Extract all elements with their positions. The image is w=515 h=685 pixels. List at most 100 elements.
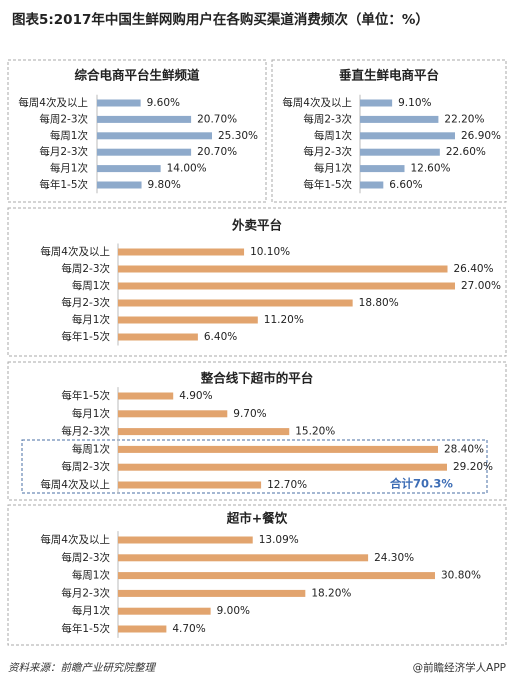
bar xyxy=(97,132,212,140)
category-label: 每月1次 xyxy=(72,604,111,617)
category-label: 每月1次 xyxy=(72,407,111,420)
value-label: 12.60% xyxy=(410,163,450,175)
value-label: 6.60% xyxy=(389,179,422,191)
bar xyxy=(118,410,228,418)
bar xyxy=(118,554,369,562)
bar xyxy=(118,481,262,489)
category-label: 每周1次 xyxy=(72,279,111,292)
value-label: 20.70% xyxy=(197,146,237,158)
value-label: 18.20% xyxy=(311,587,351,599)
bar xyxy=(118,316,258,324)
bar xyxy=(118,607,211,615)
value-label: 20.70% xyxy=(197,113,237,125)
bar xyxy=(360,148,440,156)
bar xyxy=(118,463,447,471)
bar xyxy=(360,115,439,123)
category-label: 每周2-3次 xyxy=(303,112,352,125)
panel-frame xyxy=(7,504,507,646)
category-label: 每周1次 xyxy=(50,129,89,142)
value-label: 9.60% xyxy=(147,97,180,109)
value-label: 14.00% xyxy=(167,163,207,175)
bar xyxy=(118,625,167,633)
category-label: 每年1-5次 xyxy=(303,178,352,191)
panel-frame xyxy=(7,207,507,357)
bar xyxy=(97,148,192,156)
bar xyxy=(118,299,353,307)
category-label: 每月2-3次 xyxy=(61,586,110,599)
bar xyxy=(97,99,141,107)
category-label: 每周2-3次 xyxy=(39,112,88,125)
bar xyxy=(118,445,438,453)
category-label: 每周1次 xyxy=(314,129,353,142)
value-label: 27.00% xyxy=(461,280,501,292)
bar xyxy=(118,428,290,436)
category-label: 每周4次及以上 xyxy=(282,96,352,109)
value-label: 13.09% xyxy=(259,534,299,546)
panel-frame xyxy=(271,59,507,203)
category-label: 每月2-3次 xyxy=(61,425,110,438)
value-label: 6.40% xyxy=(204,331,237,343)
category-label: 每周4次及以上 xyxy=(40,478,110,491)
category-label: 每年1-5次 xyxy=(61,330,110,343)
bar xyxy=(360,99,393,107)
value-label: 10.10% xyxy=(250,246,290,258)
category-label: 每月2-3次 xyxy=(303,145,352,158)
category-label: 每年1-5次 xyxy=(39,178,88,191)
bar xyxy=(118,392,174,400)
category-label: 每年1-5次 xyxy=(61,389,110,402)
bar xyxy=(118,572,435,580)
bar xyxy=(118,248,245,256)
value-label: 9.10% xyxy=(398,97,431,109)
category-label: 每周1次 xyxy=(72,569,111,582)
source: 资料来源：前瞻产业研究院整理 xyxy=(8,662,156,674)
value-label: 9.70% xyxy=(233,408,266,420)
value-label: 29.20% xyxy=(453,461,493,473)
bar xyxy=(360,165,405,173)
category-label: 每周2-3次 xyxy=(61,262,110,275)
category-label: 每周4次及以上 xyxy=(18,96,88,109)
bar xyxy=(118,333,198,341)
bar xyxy=(118,589,306,597)
category-label: 每月1次 xyxy=(72,313,111,326)
value-label: 26.40% xyxy=(454,263,494,275)
value-label: 18.80% xyxy=(359,297,399,309)
value-label: 28.40% xyxy=(444,443,484,455)
bar xyxy=(360,132,455,140)
bar xyxy=(118,282,455,290)
category-label: 每周2-3次 xyxy=(61,551,110,564)
bar xyxy=(97,115,192,123)
category-label: 每月2-3次 xyxy=(61,296,110,309)
value-label: 9.80% xyxy=(148,179,181,191)
highlight-box xyxy=(21,439,488,494)
value-label: 26.90% xyxy=(461,130,501,142)
value-label: 4.70% xyxy=(172,623,205,635)
value-label: 24.30% xyxy=(374,552,414,564)
value-label: 9.00% xyxy=(217,605,250,617)
category-label: 每月1次 xyxy=(314,162,353,175)
value-label: 22.60% xyxy=(446,146,486,158)
category-label: 每月1次 xyxy=(50,162,89,175)
value-label: 11.20% xyxy=(264,314,304,326)
category-label: 每周1次 xyxy=(72,442,111,455)
panel-title: 超市+餐饮 xyxy=(226,511,288,526)
bar xyxy=(360,181,384,189)
credit: @前瞻经济学人APP xyxy=(413,661,506,674)
category-label: 每周4次及以上 xyxy=(40,533,110,546)
bar xyxy=(118,536,253,544)
bar xyxy=(97,181,142,189)
panel-title: 垂直生鲜电商平台 xyxy=(339,68,439,83)
value-label: 15.20% xyxy=(295,426,335,438)
value-label: 22.20% xyxy=(444,113,484,125)
category-label: 每月2-3次 xyxy=(39,145,88,158)
panel-title: 综合电商平台生鲜频道 xyxy=(74,68,200,83)
panel-title: 整合线下超市的平台 xyxy=(201,371,314,386)
value-label: 25.30% xyxy=(218,130,258,142)
bar xyxy=(97,165,161,173)
value-label: 12.70% xyxy=(267,479,307,491)
category-label: 每年1-5次 xyxy=(61,622,110,635)
value-label: 4.90% xyxy=(179,390,212,402)
value-label: 30.80% xyxy=(441,570,481,582)
category-label: 每周4次及以上 xyxy=(40,245,110,258)
